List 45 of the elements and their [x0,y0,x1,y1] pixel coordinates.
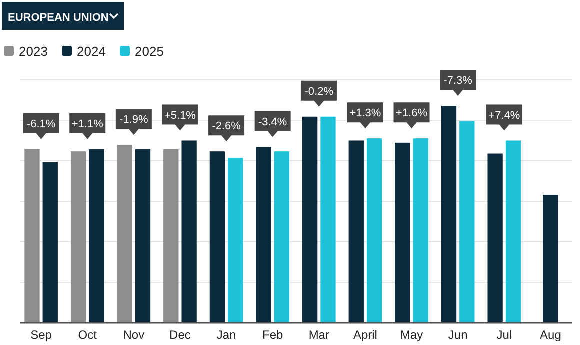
bar [441,106,457,323]
bar [488,154,503,323]
bar [117,145,132,323]
annotation: +1.6% [396,108,428,120]
annotation: +1.1% [72,118,104,130]
annotation: -1.9% [120,114,148,126]
x-tick-label: Nov [123,328,145,342]
bar [348,140,364,323]
x-tick-label: Oct [78,328,98,342]
chart-title: EUROPEAN UNION [8,12,109,24]
bar [164,149,179,323]
annotation: -6.1% [26,118,56,130]
legend-label: 2024 [77,44,106,59]
x-tick-label: Mar [308,328,330,342]
bar [302,116,318,323]
x-tick-label: Dec [170,328,191,342]
x-tick-label: Sep [30,328,52,342]
annotation: +1.3% [350,108,382,120]
bar [506,140,522,323]
legend-label: 2025 [135,44,164,59]
bar [395,142,410,323]
x-tick-label: Aug [540,328,562,342]
bar [274,152,290,323]
x-tick-label: Jul [496,328,512,342]
annotation: -3.4% [258,116,288,128]
x-tick-label: May [400,328,424,342]
annotation: -2.6% [212,120,242,133]
annotation: -0.2% [304,86,334,98]
bar [366,138,382,323]
bar [70,152,86,323]
x-tick-label: April [353,328,378,342]
bar [413,138,428,323]
bar [256,147,272,323]
x-tick-label: Jan [216,328,236,342]
bar [24,149,40,323]
bar [210,152,226,323]
bar [228,158,244,323]
x-tick-label: Feb [262,328,284,342]
bar [460,121,475,323]
annotation: +7.4% [488,110,520,122]
x-tick-label: Jun [448,328,468,342]
legend-label: 2023 [19,44,48,59]
bar [320,116,336,323]
annotation: +5.1% [164,110,196,122]
annotation: -7.3% [444,75,473,88]
